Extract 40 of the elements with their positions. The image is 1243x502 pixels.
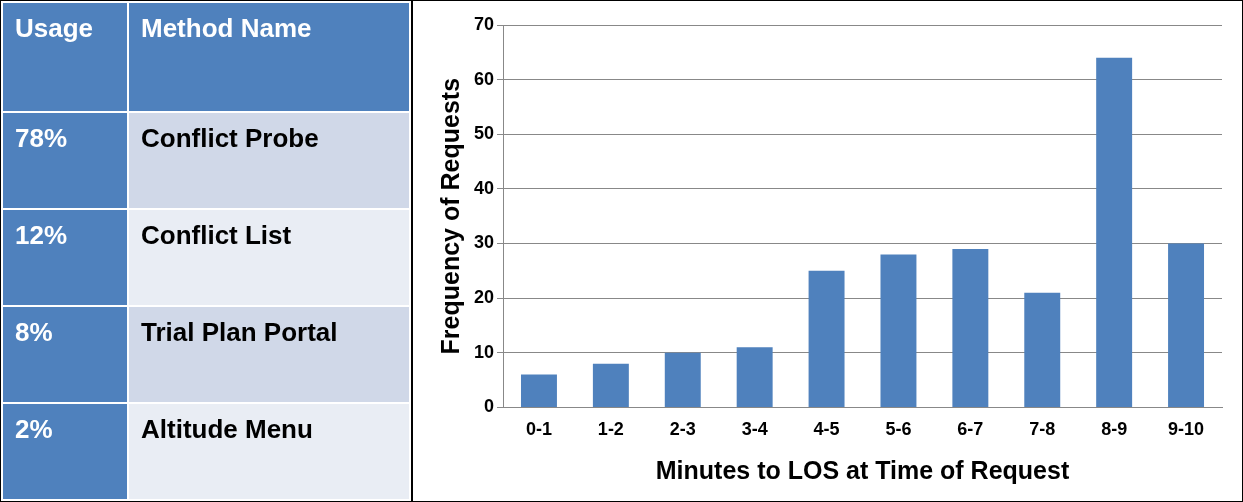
x-tick-label: 9-10 — [1168, 419, 1205, 440]
bar — [952, 248, 989, 407]
x-tick-label: 5-6 — [885, 419, 912, 440]
y-tick-label: 30 — [473, 232, 495, 253]
x-tick-label: 8-9 — [1101, 419, 1128, 440]
bar — [808, 270, 845, 407]
category-label: Conflict Probe — [128, 111, 410, 209]
y-tick-label: 60 — [473, 68, 495, 89]
x-tick-label: 7-8 — [1029, 419, 1056, 440]
category-label: Altitude Menu — [128, 402, 410, 500]
x-tick-label: 0-1 — [525, 419, 552, 440]
x-tick-label: 6-7 — [957, 419, 984, 440]
y-axis-title: Frequency of Requests — [435, 77, 464, 355]
x-tick-label: 3-4 — [741, 419, 768, 440]
text: Method Name — [128, 2, 410, 112]
x-tick-label: 2-3 — [669, 419, 696, 440]
y-tick-label: 40 — [473, 177, 495, 198]
data-label: 78% — [2, 111, 128, 209]
x-tick-label: 4-5 — [813, 419, 840, 440]
bar — [1096, 57, 1133, 407]
data-label: 8% — [2, 305, 128, 403]
category-label: Trial Plan Portal — [128, 305, 410, 403]
bar — [1024, 292, 1061, 407]
y-tick-label: 50 — [473, 123, 495, 144]
x-tick-label: 1-2 — [597, 419, 624, 440]
category-label: Conflict List — [128, 208, 410, 306]
text: Usage — [2, 2, 128, 112]
y-tick-label: 0 — [484, 396, 495, 417]
y-tick-label: 10 — [473, 341, 495, 362]
y-tick-label: 70 — [473, 13, 495, 34]
bar — [880, 254, 917, 407]
bar — [1168, 243, 1205, 407]
data-label: 2% — [2, 402, 128, 500]
y-tick-label: 20 — [473, 287, 495, 308]
bar — [736, 347, 773, 407]
bar — [592, 363, 629, 407]
bar — [664, 352, 701, 407]
x-axis-title: Minutes to LOS at Time of Request — [655, 455, 1070, 484]
bar — [521, 374, 557, 407]
data-label: 12% — [2, 208, 128, 306]
